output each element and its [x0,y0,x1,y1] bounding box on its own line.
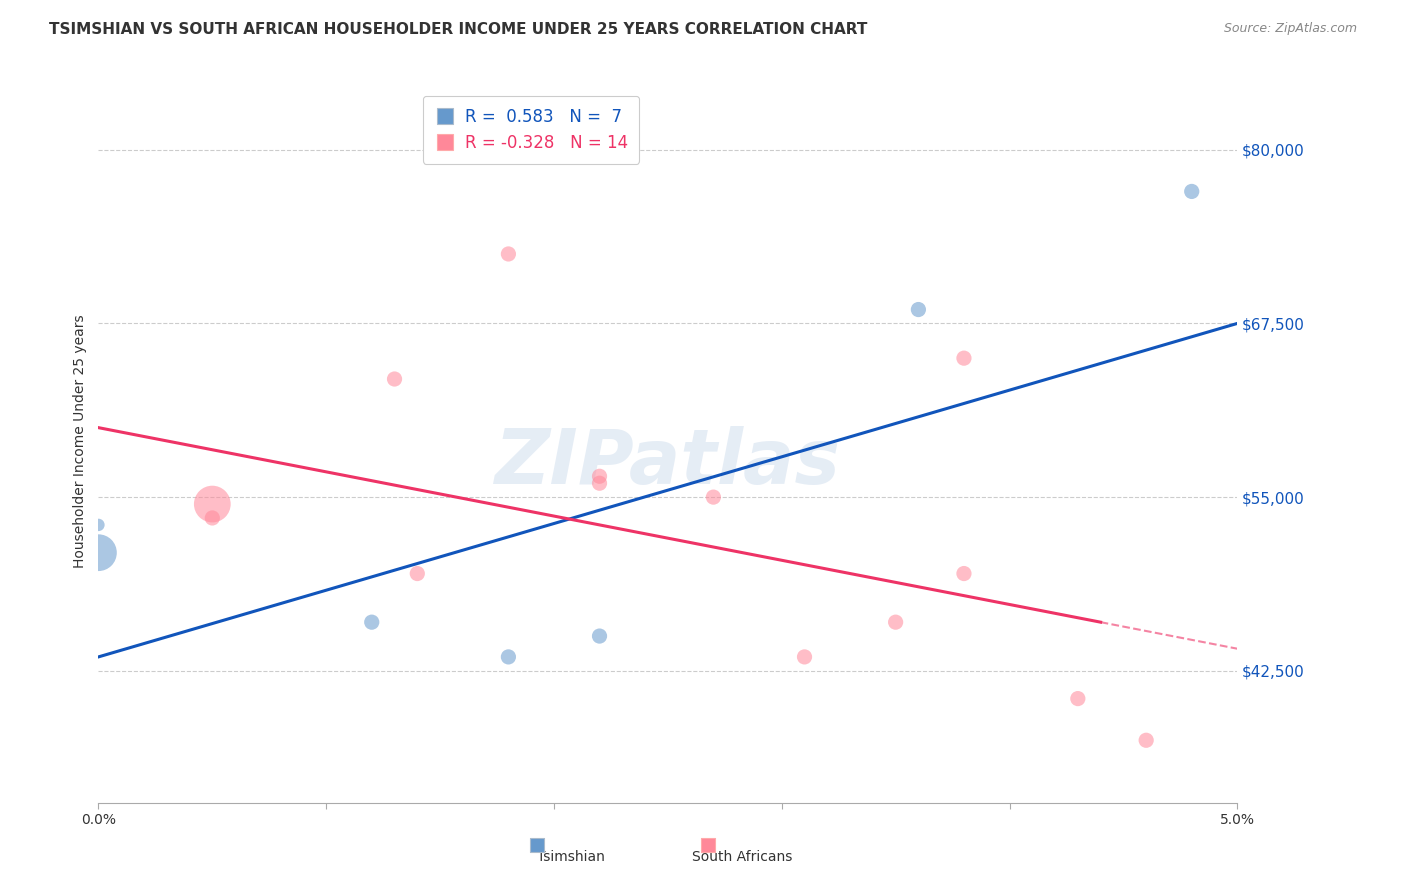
Point [406,566,429,581]
Y-axis label: Householder Income Under 25 years: Householder Income Under 25 years [73,315,87,568]
Text: ZIPatlas: ZIPatlas [495,426,841,500]
Point [360,615,382,630]
Point [201,511,224,525]
Point [884,615,907,630]
Legend: R =  0.583   N =  7, R = -0.328   N = 14: R = 0.583 N = 7, R = -0.328 N = 14 [423,95,640,163]
Text: Source: ZipAtlas.com: Source: ZipAtlas.com [1223,22,1357,36]
Point [87,517,110,532]
Point [588,629,610,643]
Point [953,351,976,366]
Point [793,649,815,664]
Point [907,302,929,317]
Point [588,469,610,483]
Point [498,649,520,664]
Text: TSIMSHIAN VS SOUTH AFRICAN HOUSEHOLDER INCOME UNDER 25 YEARS CORRELATION CHART: TSIMSHIAN VS SOUTH AFRICAN HOUSEHOLDER I… [49,22,868,37]
Point [201,497,224,511]
Text: Tsimshian: Tsimshian [537,850,605,863]
Point [1181,185,1204,199]
Point [953,566,976,581]
Point [498,247,520,261]
Point [702,490,724,504]
Point [588,476,610,491]
Point [1067,691,1090,706]
Point [87,546,110,560]
Point [384,372,406,386]
Text: South Africans: South Africans [692,850,792,863]
Point [1135,733,1157,747]
